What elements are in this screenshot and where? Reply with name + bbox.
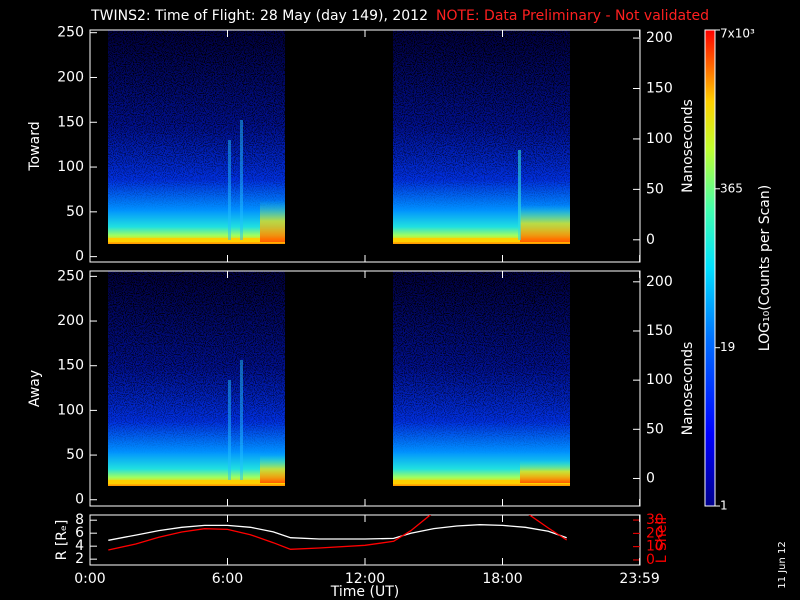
y-axis-label: Toward: [27, 121, 43, 171]
y2-axis-label: Nanoseconds: [680, 342, 696, 436]
y-tick-label: 50: [66, 204, 84, 220]
y-tick-label: 250: [57, 268, 84, 284]
colorbar-tick-label: 1: [720, 499, 728, 513]
chart-title: TWINS2: Time of Flight: 28 May (day 149)…: [90, 8, 428, 24]
y2-tick-label: 30: [646, 512, 664, 528]
y2-tick-label: 100: [646, 372, 673, 388]
y2-tick-label: 0: [646, 552, 655, 568]
y-axis-label: Away: [27, 370, 43, 407]
y-tick-label: 4: [75, 538, 84, 554]
y2-tick-label: 100: [646, 131, 673, 147]
x-axis-label: Time (UT): [330, 584, 399, 600]
axis-label: L Shell: [654, 517, 670, 563]
series-line: [108, 524, 567, 541]
y-tick-label: 8: [75, 512, 84, 528]
y-tick-label: 250: [57, 25, 84, 41]
y-tick-label: 200: [57, 69, 84, 85]
y-tick-label: 6: [75, 525, 84, 541]
x-tick-label: 0:00: [74, 571, 105, 587]
y2-tick-label: 0: [646, 470, 655, 486]
x-tick-label: 12:00: [345, 571, 385, 587]
colorbar-tick-label: 19: [720, 340, 735, 354]
colorbar-tick-label: 7x10³: [720, 27, 755, 41]
x-tick-label: 23:59: [619, 571, 659, 587]
series-line: [108, 515, 568, 551]
axis-label: R [Rₑ]: [54, 520, 70, 561]
colorbar: [704, 29, 716, 507]
y-tick-label: 100: [57, 159, 84, 175]
y2-tick-label: 20: [646, 525, 664, 541]
y-tick-label: 150: [57, 114, 84, 130]
x-tick-label: 6:00: [212, 571, 243, 587]
note: NOTE: Data Preliminary - Not validated: [436, 8, 709, 24]
y2-tick-label: 10: [646, 539, 664, 555]
y2-tick-label: 50: [646, 181, 664, 197]
y-tick-label: 150: [57, 358, 84, 374]
y2-tick-label: 0: [646, 232, 655, 248]
y2-tick-label: 200: [646, 274, 673, 290]
y2-axis-label: Nanoseconds: [680, 99, 696, 193]
y-tick-label: 0: [75, 492, 84, 508]
y-tick-label: 0: [75, 249, 84, 265]
y2-tick-label: 150: [646, 323, 673, 339]
y-tick-label: 100: [57, 402, 84, 418]
colorbar-label: LOG₁₀(Counts per Scan): [757, 185, 773, 351]
y-tick-label: 200: [57, 313, 84, 329]
y-tick-label: 2: [75, 551, 84, 567]
y-tick-label: 50: [66, 447, 84, 463]
y2-tick-label: 150: [646, 81, 673, 97]
colorbar-tick-label: 365: [720, 181, 743, 195]
plot-frame: [89, 514, 641, 566]
y2-tick-label: 50: [646, 421, 664, 437]
date-stamp: 11 Jun 12: [777, 541, 788, 588]
spectrogram-image: [108, 30, 570, 486]
x-tick-label: 18:00: [482, 571, 522, 587]
y2-tick-label: 200: [646, 30, 673, 46]
